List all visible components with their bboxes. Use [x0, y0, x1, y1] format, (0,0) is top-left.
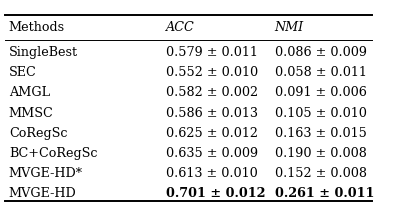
Text: SingleBest: SingleBest — [9, 46, 78, 59]
Text: 0.635 ± 0.009: 0.635 ± 0.009 — [166, 147, 258, 160]
Text: 0.105 ± 0.010: 0.105 ± 0.010 — [275, 106, 366, 120]
Text: CoRegSc: CoRegSc — [9, 127, 67, 140]
Text: 0.701 ± 0.012: 0.701 ± 0.012 — [166, 187, 266, 200]
Text: MVGE-HD: MVGE-HD — [9, 187, 76, 200]
Text: BC+CoRegSc: BC+CoRegSc — [9, 147, 97, 160]
Text: 0.552 ± 0.010: 0.552 ± 0.010 — [166, 66, 258, 79]
Text: 0.579 ± 0.011: 0.579 ± 0.011 — [166, 46, 258, 59]
Text: NMI: NMI — [275, 21, 304, 34]
Text: 0.086 ± 0.009: 0.086 ± 0.009 — [275, 46, 367, 59]
Text: 0.586 ± 0.013: 0.586 ± 0.013 — [166, 106, 258, 120]
Text: 0.625 ± 0.012: 0.625 ± 0.012 — [166, 127, 258, 140]
Text: MMSC: MMSC — [9, 106, 54, 120]
Text: 0.163 ± 0.015: 0.163 ± 0.015 — [275, 127, 366, 140]
Text: 0.582 ± 0.002: 0.582 ± 0.002 — [166, 86, 258, 99]
Text: MVGE-HD*: MVGE-HD* — [9, 167, 83, 180]
Text: ACC: ACC — [166, 21, 195, 34]
Text: AMGL: AMGL — [9, 86, 50, 99]
Text: 0.261 ± 0.011: 0.261 ± 0.011 — [275, 187, 374, 200]
Text: 0.091 ± 0.006: 0.091 ± 0.006 — [275, 86, 366, 99]
Text: 0.613 ± 0.010: 0.613 ± 0.010 — [166, 167, 258, 180]
Text: SEC: SEC — [9, 66, 37, 79]
Text: 0.190 ± 0.008: 0.190 ± 0.008 — [275, 147, 366, 160]
Text: Methods: Methods — [9, 21, 65, 34]
Text: 0.058 ± 0.011: 0.058 ± 0.011 — [275, 66, 366, 79]
Text: 0.152 ± 0.008: 0.152 ± 0.008 — [275, 167, 367, 180]
